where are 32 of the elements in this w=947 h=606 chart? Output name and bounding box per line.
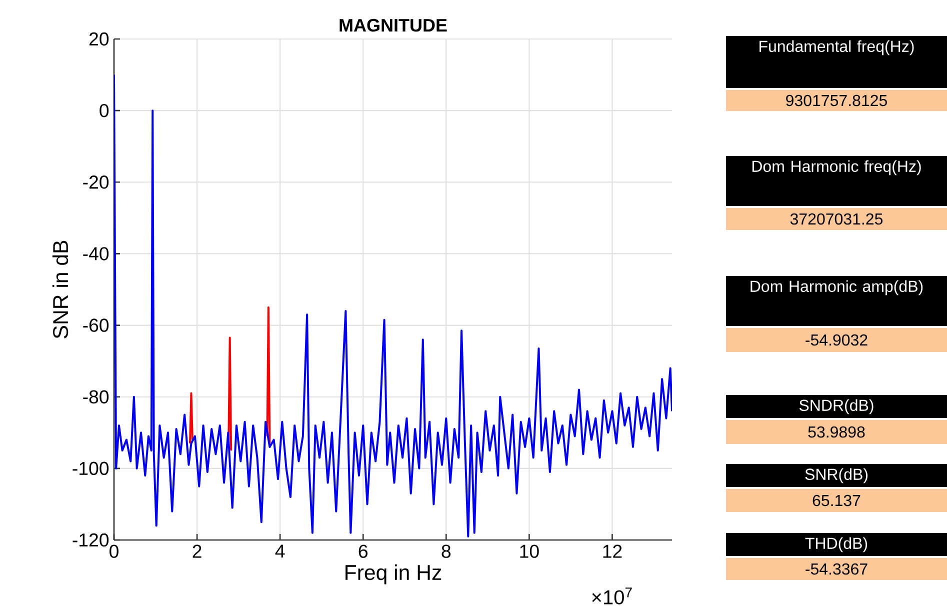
x-tick-label: 8: [442, 544, 451, 558]
y-tick-label: 20: [89, 32, 109, 46]
text: Fundamental freq(Hz): [760, 40, 914, 56]
x-tick-label: 10: [520, 544, 539, 558]
text: SNR(dB): [805, 468, 868, 484]
text: 9301757.8125: [786, 94, 887, 106]
text: Dom Harmonic freq(Hz): [752, 160, 921, 176]
line-series: [114, 74, 672, 538]
text: ×10$^{7}$: [592, 588, 632, 604]
y-tick-label: 0: [100, 104, 109, 118]
text: SNDR(dB): [799, 399, 874, 414]
text: THD(dB): [805, 537, 868, 552]
y-tick-label: -100: [72, 462, 109, 476]
chart-title: MAGNITUDE: [340, 18, 447, 32]
text: 65.137: [812, 494, 860, 506]
x-tick-label: 6: [358, 544, 368, 558]
x-axis-title: Freq in Hz: [346, 564, 442, 584]
y-tick-label: -120: [72, 533, 109, 547]
x-tick-label: 12: [603, 544, 622, 558]
y-tick-label: -20: [83, 176, 109, 189]
text: Dom Harmonic amp(dB): [750, 280, 923, 296]
text: 37207031.25: [790, 213, 883, 225]
x-tick-label: 2: [192, 544, 202, 558]
text: -54.9032: [806, 334, 868, 346]
y-axis-title: SNR in dB: [52, 240, 68, 338]
y-tick-label: -60: [83, 318, 109, 332]
text: 53.9898: [808, 426, 865, 438]
text: -54.3367: [806, 563, 868, 575]
y-tick-label: -80: [83, 390, 109, 404]
x-tick-label: 0: [110, 544, 118, 558]
x-tick-label: 4: [275, 544, 285, 558]
y-tick-label: -40: [83, 247, 109, 260]
